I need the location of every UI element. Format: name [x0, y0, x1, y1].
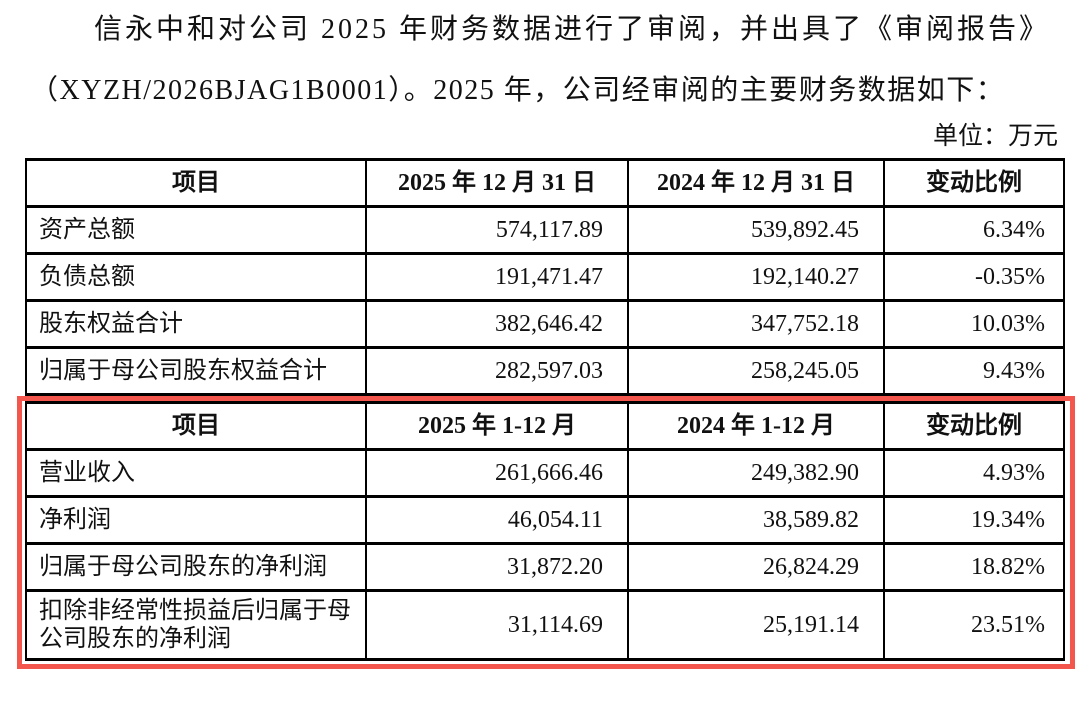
header-item: 项目 [25, 401, 367, 451]
item-label: 净利润 [25, 495, 367, 545]
header-change-ratio: 变动比例 [883, 158, 1065, 208]
header-period-2025: 2025 年 1-12 月 [365, 401, 629, 451]
value-2024: 249,382.90 [627, 448, 885, 498]
table-row-operating-revenue: 营业收入 261,666.46 249,382.90 4.93% [25, 448, 1065, 498]
value-2024: 192,140.27 [627, 252, 885, 302]
header-date-2024: 2024 年 12 月 31 日 [627, 158, 885, 208]
value-2025: 31,114.69 [365, 589, 629, 661]
change-ratio: 4.93% [883, 448, 1065, 498]
table-row-total-assets: 资产总额 574,117.89 539,892.45 6.34% [25, 205, 1065, 255]
value-2025: 46,054.11 [365, 495, 629, 545]
value-2024: 26,824.29 [627, 542, 885, 592]
change-ratio: 23.51% [883, 589, 1065, 661]
balance-sheet-table: 项目 2025 年 12 月 31 日 2024 年 12 月 31 日 变动比… [25, 158, 1065, 396]
change-ratio: 19.34% [883, 495, 1065, 545]
audit-paragraph-line1: 信永中和对公司 2025 年财务数据进行了审阅，并出具了《审阅报告》 [94, 14, 1051, 45]
table-row-total-equity: 股东权益合计 382,646.42 347,752.18 10.03% [25, 299, 1065, 349]
value-2025: 191,471.47 [365, 252, 629, 302]
income-statement-header-row: 项目 2025 年 1-12 月 2024 年 1-12 月 变动比例 [25, 401, 1065, 451]
value-2024: 25,191.14 [627, 589, 885, 661]
item-label: 营业收入 [25, 448, 367, 498]
item-label: 资产总额 [25, 205, 367, 255]
table-row-parent-net-profit: 归属于母公司股东的净利润 31,872.20 26,824.29 18.82% [25, 542, 1065, 592]
value-2025: 261,666.46 [365, 448, 629, 498]
audit-paragraph-line2: （XYZH/2026BJAG1B0001）。2025 年，公司经审阅的主要财务数… [30, 75, 1006, 106]
change-ratio: 6.34% [883, 205, 1065, 255]
income-statement-table: 项目 2025 年 1-12 月 2024 年 1-12 月 变动比例 营业收入… [25, 401, 1065, 661]
change-ratio: 9.43% [883, 346, 1065, 396]
item-label: 扣除非经常性损益后归属于母公司股东的净利润 [25, 589, 367, 661]
header-change-ratio: 变动比例 [883, 401, 1065, 451]
value-2024: 539,892.45 [627, 205, 885, 255]
unit-label: 单位：万元 [932, 123, 1058, 150]
header-item: 项目 [25, 158, 367, 208]
value-2025: 282,597.03 [365, 346, 629, 396]
value-2025: 382,646.42 [365, 299, 629, 349]
table-row-total-liabilities: 负债总额 191,471.47 192,140.27 -0.35% [25, 252, 1065, 302]
table-row-deducted-net-profit: 扣除非经常性损益后归属于母公司股东的净利润 31,114.69 25,191.1… [25, 589, 1065, 661]
value-2024: 38,589.82 [627, 495, 885, 545]
change-ratio: 10.03% [883, 299, 1065, 349]
change-ratio: -0.35% [883, 252, 1065, 302]
balance-sheet-header-row: 项目 2025 年 12 月 31 日 2024 年 12 月 31 日 变动比… [25, 158, 1065, 208]
value-2025: 31,872.20 [365, 542, 629, 592]
value-2025: 574,117.89 [365, 205, 629, 255]
item-label: 负债总额 [25, 252, 367, 302]
item-label: 归属于母公司股东的净利润 [25, 542, 367, 592]
item-label: 股东权益合计 [25, 299, 367, 349]
header-period-2024: 2024 年 1-12 月 [627, 401, 885, 451]
item-label: 归属于母公司股东权益合计 [25, 346, 367, 396]
red-highlight-box: 项目 2025 年 1-12 月 2024 年 1-12 月 变动比例 营业收入… [17, 396, 1075, 669]
value-2024: 258,245.05 [627, 346, 885, 396]
change-ratio: 18.82% [883, 542, 1065, 592]
value-2024: 347,752.18 [627, 299, 885, 349]
header-date-2025: 2025 年 12 月 31 日 [365, 158, 629, 208]
table-row-net-profit: 净利润 46,054.11 38,589.82 19.34% [25, 495, 1065, 545]
table-row-parent-equity: 归属于母公司股东权益合计 282,597.03 258,245.05 9.43% [25, 346, 1065, 396]
